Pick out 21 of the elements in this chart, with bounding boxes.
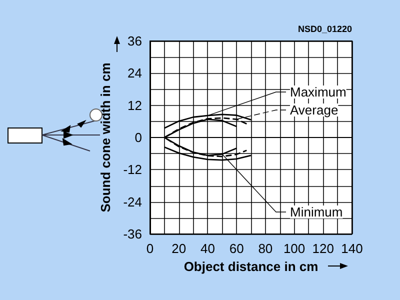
y-tick-label: -12	[123, 162, 142, 178]
x-tick-label: 120	[312, 241, 334, 256]
text: Minimum	[290, 204, 343, 220]
text: Maximum	[290, 84, 346, 100]
y-tick-label: 12	[128, 98, 142, 113]
x-tick-label: 80	[258, 241, 273, 256]
text: NSD0_01220	[298, 24, 352, 34]
y-axis-title: Sound cone width in cm	[98, 62, 113, 212]
x-tick-label: 40	[200, 241, 215, 256]
y-tick-label: 0	[134, 130, 142, 145]
x-tick-label: 0	[146, 241, 154, 256]
x-tick-label: 140	[341, 241, 363, 256]
legend-label: Average	[290, 102, 338, 118]
x-tick-label: 20	[172, 241, 186, 256]
x-axis-title: Object distance in cm	[184, 258, 318, 274]
x-tick-label: 100	[283, 241, 306, 256]
x-tick-label: 60	[229, 241, 244, 256]
y-tick-label: 24	[128, 66, 142, 81]
y-tick-label: 36	[128, 34, 142, 48]
y-tick-label: -36	[123, 226, 142, 242]
y-tick-label: -24	[123, 194, 142, 210]
